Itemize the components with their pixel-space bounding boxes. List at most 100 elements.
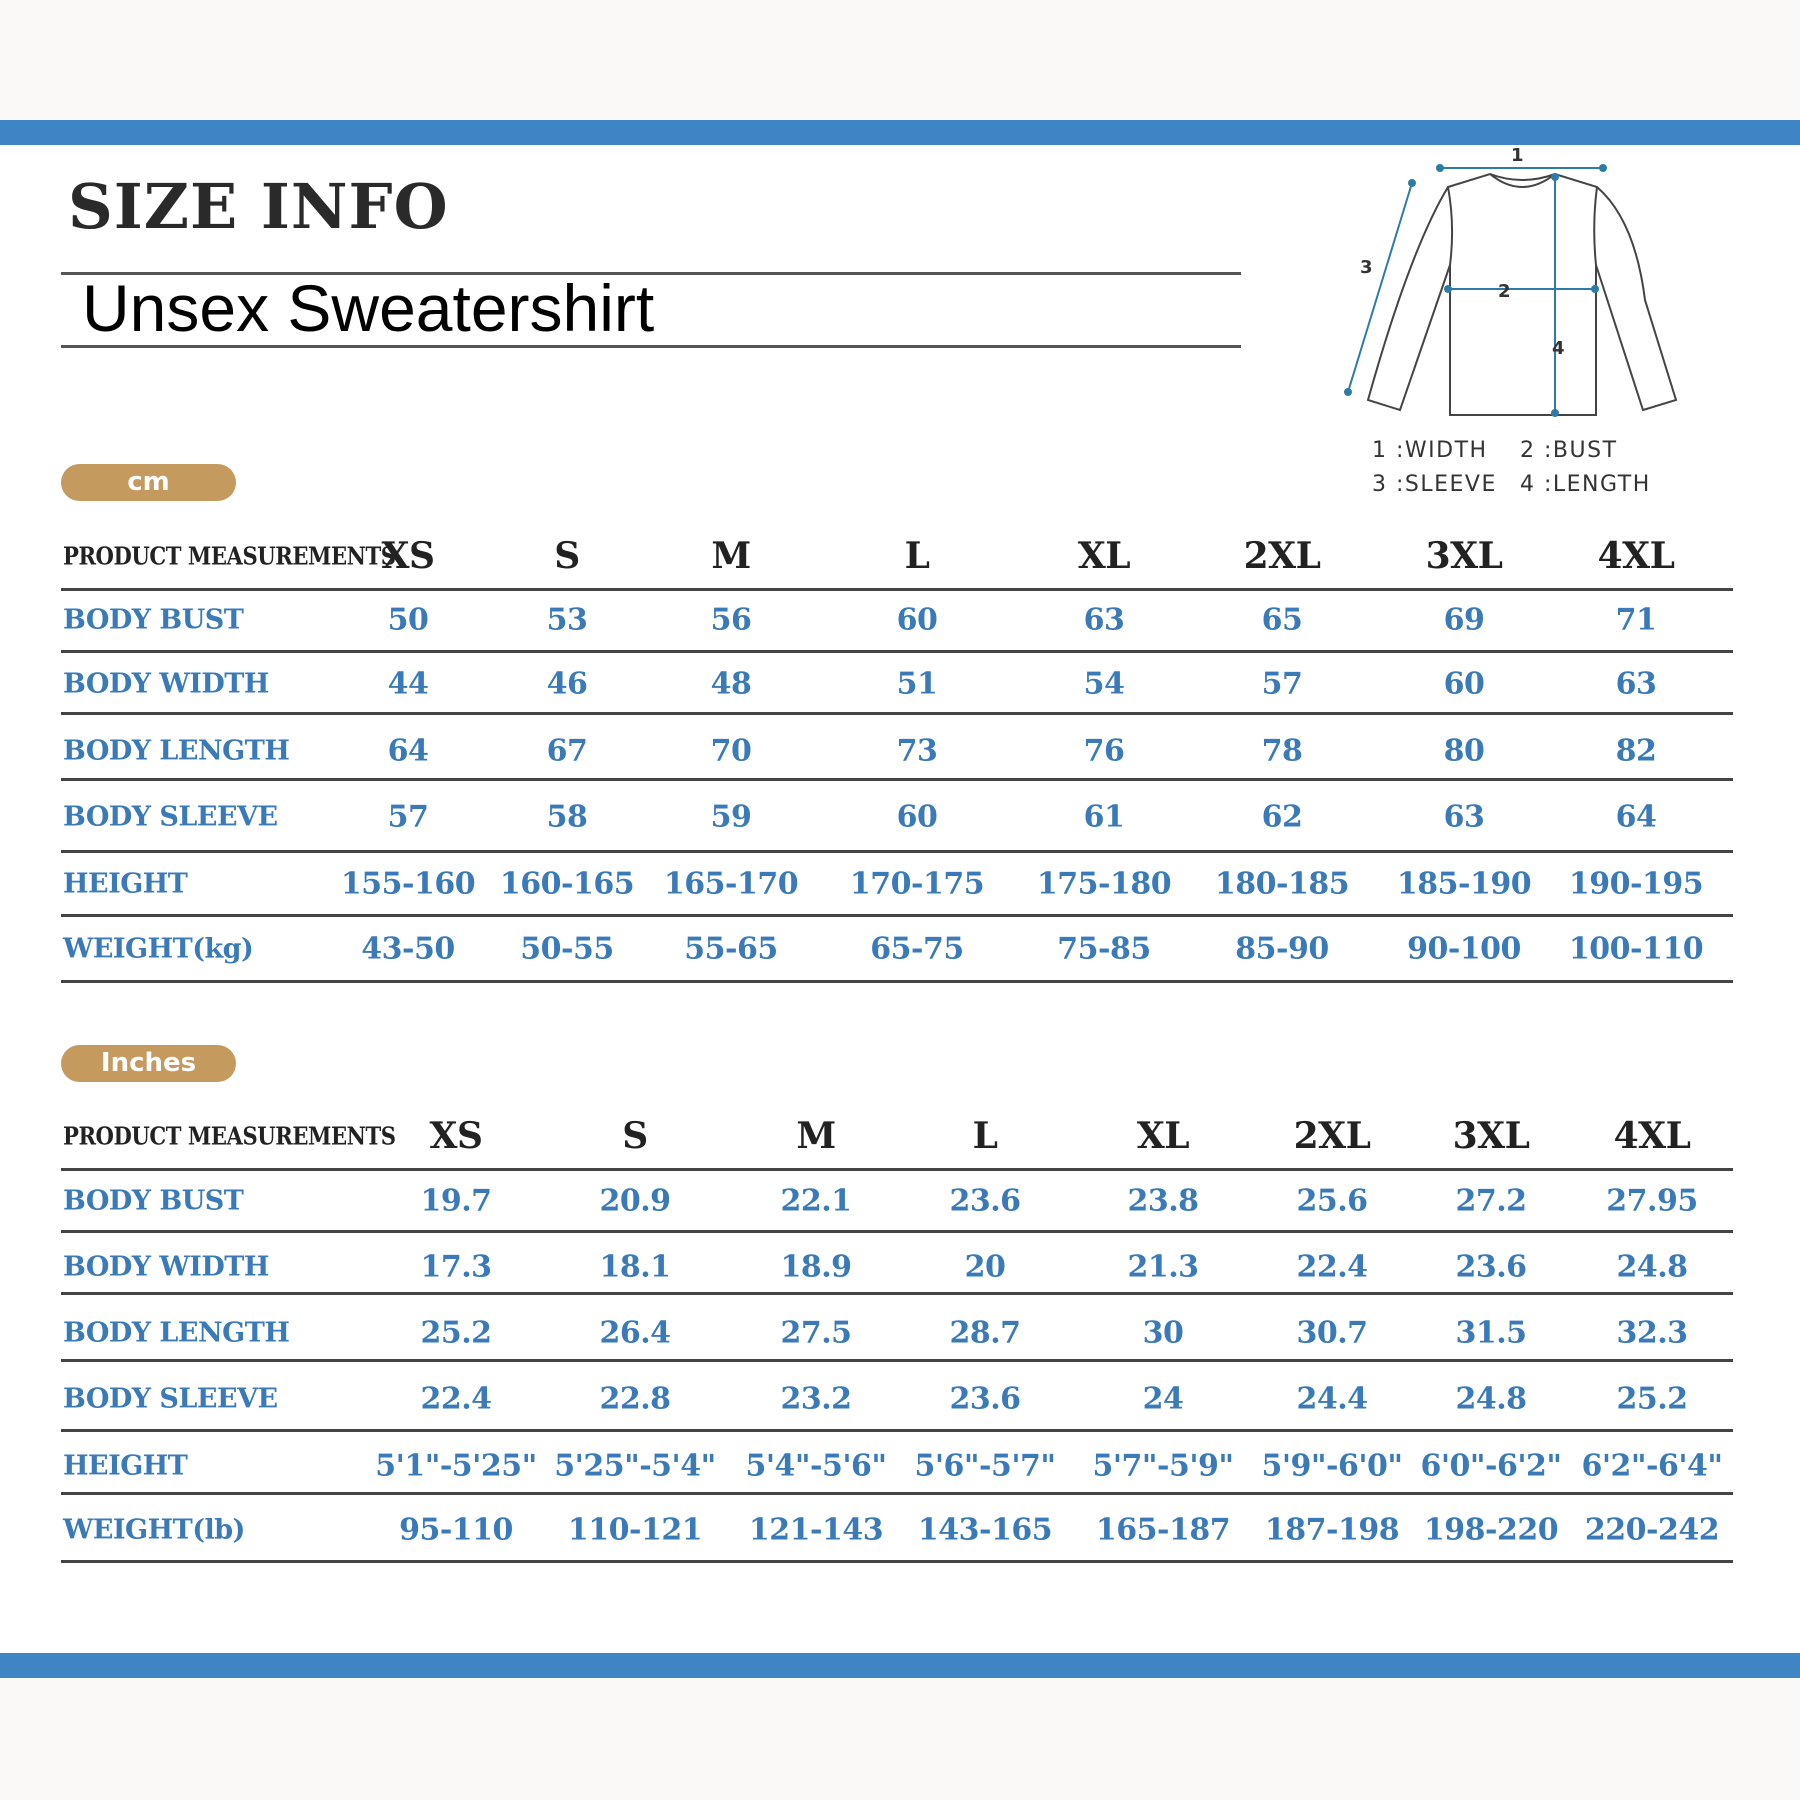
table-cell: 63 [1443,799,1485,835]
row-divider [61,1492,1733,1495]
table-cell: 27.2 [1455,1183,1527,1219]
table-cell: 23.8 [1127,1183,1199,1219]
table-cell: 20 [964,1249,1006,1285]
table-cell: 22.4 [1296,1249,1368,1285]
row-divider [61,778,1733,781]
row-label: BODY SLEEVE [63,1383,278,1415]
row-divider [61,588,1733,591]
size-header-m: M [711,535,751,577]
size-header-3xl: 3XL [1452,1115,1530,1157]
table-cell: 48 [710,666,752,702]
row-divider [61,1560,1733,1563]
row-label: BODY LENGTH [63,1317,290,1349]
diagram-label-1: 1 [1511,145,1524,166]
table-cell: 100-110 [1568,931,1704,967]
table-cell: 155-160 [340,866,476,902]
table-cell: 30.7 [1296,1315,1368,1351]
size-header-xl: XL [1136,1115,1190,1157]
table-cell: 50 [387,602,429,638]
size-header-s: S [554,535,580,577]
table-cell: 6'0"-6'2" [1420,1448,1562,1484]
table-cell: 46 [546,666,588,702]
size-header-3xl: 3XL [1425,535,1503,577]
legend-sleeve: 3 :SLEEVE [1372,472,1497,497]
row-divider [61,980,1733,983]
table-cell: 22.1 [780,1183,852,1219]
table-cell: 71 [1615,602,1657,638]
table-cell: 69 [1443,602,1485,638]
size-header-s: S [622,1115,648,1157]
table-cell: 180-185 [1214,866,1350,902]
table-cell: 65 [1261,602,1303,638]
table-cell: 143-165 [917,1512,1053,1548]
table-cell: 27.95 [1606,1183,1698,1219]
table-cell: 5'6"-5'7" [914,1448,1056,1484]
row-divider [61,914,1733,917]
content-area [0,145,1800,1653]
row-label: BODY WIDTH [63,1251,269,1283]
table-cell: 56 [710,602,752,638]
size-header-m: M [796,1115,836,1157]
table-cell: 58 [546,799,588,835]
table-cell: 30 [1142,1315,1184,1351]
size-header-4xl: 4XL [1613,1115,1691,1157]
table-cell: 50-55 [520,931,614,967]
row-label: WEIGHT(kg) [63,933,254,965]
diagram-label-4: 4 [1552,338,1565,359]
table-cell: 187-198 [1264,1512,1400,1548]
table-cell: 18.1 [599,1249,671,1285]
row-divider [61,712,1733,715]
row-divider [61,1292,1733,1295]
size-header-2xl: 2XL [1243,535,1321,577]
table-cell: 23.2 [780,1381,852,1417]
table-cell: 62 [1261,799,1303,835]
legend-width: 1 :WIDTH [1372,438,1488,463]
table-cell: 20.9 [599,1183,671,1219]
unit-badge-inches: Inches [61,1045,236,1082]
table-cell: 76 [1083,733,1125,769]
size-header-xl: XL [1077,535,1131,577]
table-cell: 190-195 [1568,866,1704,902]
table-cell: 24.4 [1296,1381,1368,1417]
table-cell: 17.3 [420,1249,492,1285]
table-cell: 26.4 [599,1315,671,1351]
size-header-xs: XS [429,1115,483,1157]
table-cell: 25.2 [420,1315,492,1351]
table-cell: 64 [387,733,429,769]
table-cell: 5'7"-5'9" [1092,1448,1234,1484]
table-cell: 22.8 [599,1381,671,1417]
table-cell: 170-175 [849,866,985,902]
table-cell: 21.3 [1127,1249,1199,1285]
table-cell: 165-170 [663,866,799,902]
row-label: BODY WIDTH [63,668,269,700]
table-cell: 5'4"-5'6" [745,1448,887,1484]
sweatshirt-outline-icon [1366,172,1678,416]
table-cell: 65-75 [870,931,964,967]
table-cell: 31.5 [1455,1315,1527,1351]
table-cell: 55-65 [684,931,778,967]
table-cell: 5'25"-5'4" [554,1448,716,1484]
size-header-l: L [904,535,930,577]
product-measurements-header: PRODUCT MEASUREMENTS [63,1121,396,1151]
table-cell: 44 [387,666,429,702]
row-divider [61,1230,1733,1233]
size-header-xs: XS [381,535,435,577]
bottom-accent-bar [0,1653,1800,1678]
table-cell: 85-90 [1235,931,1329,967]
table-cell: 78 [1261,733,1303,769]
table-cell: 82 [1615,733,1657,769]
table-cell: 24.8 [1455,1381,1527,1417]
size-header-4xl: 4XL [1597,535,1675,577]
table-cell: 60 [1443,666,1485,702]
size-header-2xl: 2XL [1293,1115,1371,1157]
table-cell: 54 [1083,666,1125,702]
row-label: WEIGHT(lb) [63,1514,245,1546]
row-label: HEIGHT [63,1450,188,1482]
table-cell: 32.3 [1616,1315,1688,1351]
table-cell: 24 [1142,1381,1184,1417]
title-divider-top [61,272,1241,275]
table-cell: 51 [896,666,938,702]
sweatshirt-measurement-diagram: 1 2 3 4 [1344,145,1678,417]
row-divider [61,850,1733,853]
table-cell: 110-121 [567,1512,703,1548]
